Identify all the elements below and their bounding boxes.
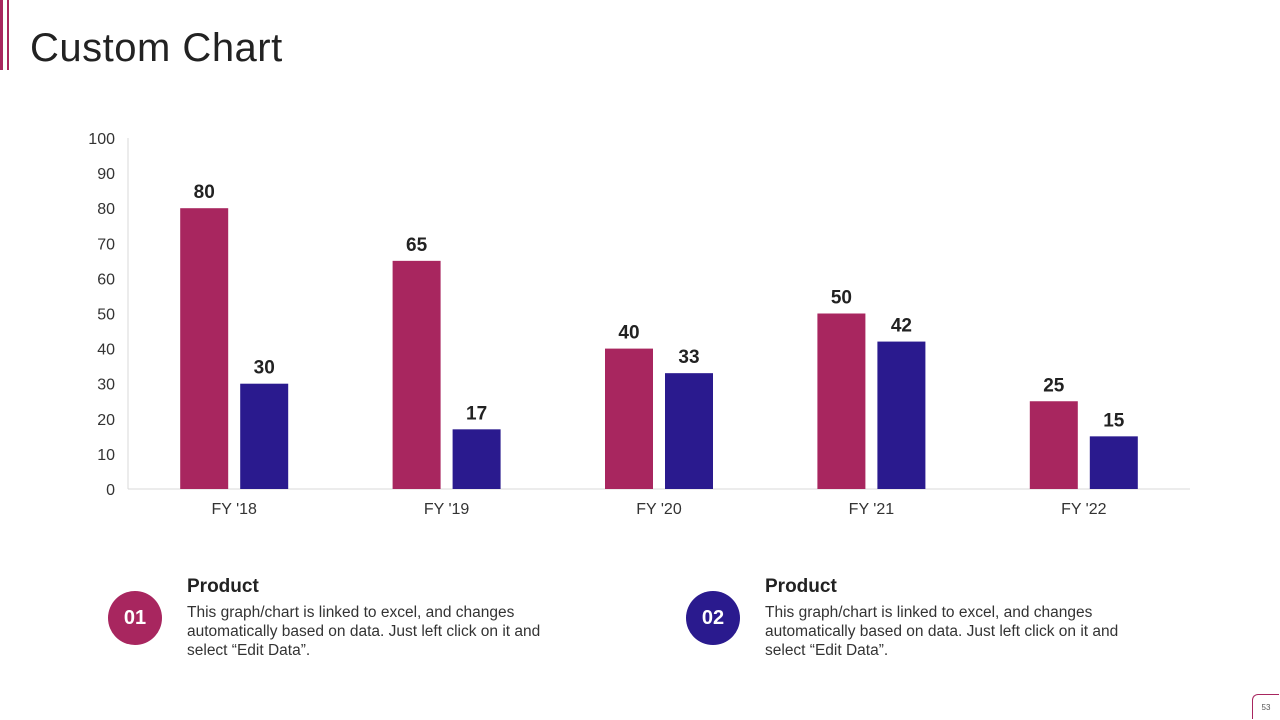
bar-1 — [180, 208, 229, 489]
y-tick-label: 60 — [97, 271, 115, 288]
x-tick-label: FY '20 — [636, 501, 682, 518]
data-label: 50 — [831, 288, 852, 309]
info-body-2: This graph/chart is linked to excel, and… — [765, 604, 1119, 659]
x-tick-label: FY '18 — [211, 501, 257, 518]
info-text-1: Product This graph/chart is linked to ex… — [187, 577, 567, 660]
x-tick-label: FY '19 — [424, 501, 470, 518]
data-label: 42 — [891, 316, 912, 337]
y-tick-label: 20 — [97, 412, 115, 429]
page-number: 53 — [1252, 694, 1279, 719]
data-label: 25 — [1043, 375, 1065, 396]
info-title-1: Product — [187, 576, 259, 597]
bar-1 — [817, 313, 866, 489]
number-badge-1: 01 — [108, 591, 162, 645]
data-label: 17 — [466, 403, 487, 424]
bar-2 — [1089, 436, 1138, 489]
data-label: 33 — [678, 347, 699, 368]
y-tick-label: 80 — [97, 201, 115, 218]
y-tick-label: 0 — [106, 482, 115, 499]
bar-2 — [452, 429, 501, 489]
bar-2 — [665, 373, 713, 489]
y-tick-label: 90 — [97, 166, 115, 183]
y-tick-label: 70 — [97, 236, 115, 253]
y-tick-label: 10 — [97, 447, 115, 464]
info-text-2: Product This graph/chart is linked to ex… — [765, 577, 1145, 660]
info-body-1: This graph/chart is linked to excel, and… — [187, 604, 541, 659]
data-label: 30 — [254, 358, 275, 379]
data-label: 40 — [618, 323, 639, 344]
info-title-2: Product — [765, 576, 837, 597]
x-tick-label: FY '21 — [849, 501, 895, 518]
y-tick-label: 100 — [88, 131, 115, 148]
bar-chart: 0 10 20 30 40 50 60 70 80 90 100 80 30 FY '18 65 17 FY '… — [88, 131, 1190, 518]
data-label: 15 — [1103, 410, 1125, 431]
x-tick-label: FY '22 — [1061, 501, 1107, 518]
bar-2 — [240, 383, 289, 489]
y-tick-label: 50 — [97, 307, 115, 324]
y-tick-label: 30 — [97, 377, 115, 394]
number-badge-2: 02 — [686, 591, 740, 645]
data-label: 65 — [406, 235, 428, 256]
bar-2 — [877, 341, 926, 489]
bar-1 — [605, 348, 653, 489]
bar-1 — [1029, 401, 1078, 489]
data-label: 80 — [194, 182, 215, 203]
page-title: Custom Chart — [30, 26, 283, 70]
bar-1 — [392, 260, 441, 489]
title-accent-bar — [0, 0, 9, 70]
y-tick-label: 40 — [97, 342, 115, 359]
